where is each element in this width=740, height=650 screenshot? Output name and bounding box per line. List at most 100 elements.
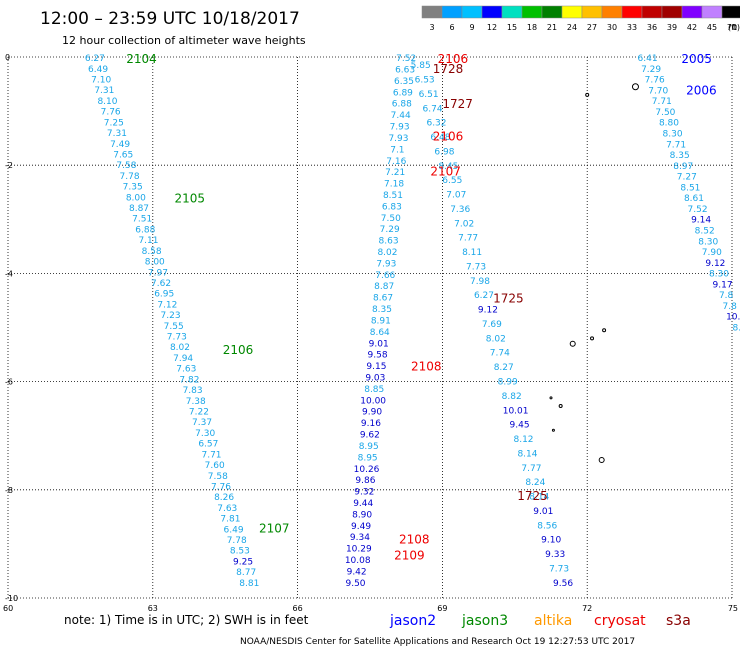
swh-value: 7.74 <box>490 349 510 359</box>
swh-value: 9.12 <box>478 306 498 316</box>
legend-label: 45 <box>707 23 717 32</box>
swh-value: 10.26 <box>354 465 380 475</box>
swh-value: 7.69 <box>482 320 502 330</box>
swh-value: 7.31 <box>107 129 127 139</box>
legend-swatch <box>681 5 703 19</box>
swh-value: 7.27 <box>677 173 697 183</box>
swh-value: 7.30 <box>195 429 215 439</box>
swh-value: 7.94 <box>173 354 193 364</box>
swh-value: 7.76 <box>645 76 665 86</box>
swh-value: 9.15 <box>366 362 386 372</box>
swh-value: 9.56 <box>553 579 573 589</box>
swh-value: 8.02 <box>170 343 190 353</box>
swh-value: 8.91 <box>371 316 391 326</box>
swh-value: 8.45 <box>438 162 458 172</box>
pass-number: 2107 <box>259 522 290 536</box>
swh-value: 10.08 <box>345 556 371 566</box>
legend-swatch <box>701 5 723 19</box>
swh-value: 9.12 <box>705 259 725 269</box>
pass-number: 2106 <box>438 52 469 66</box>
swh-value: 9.58 <box>368 351 388 361</box>
legend-label: 15 <box>507 23 517 32</box>
swh-value: 7.37 <box>192 418 212 428</box>
swh-value: 8.30 <box>698 237 718 247</box>
swh-value: 9.44 <box>353 499 373 509</box>
lon-tick-label: 60 <box>3 604 13 613</box>
swh-value: 8.99 <box>498 378 518 388</box>
swh-value: 9.45 <box>510 421 530 431</box>
swh-value: 6.88 <box>135 225 155 235</box>
island-outline <box>598 457 605 464</box>
legend-label: 39 <box>667 23 677 32</box>
swh-value: 7.70 <box>648 86 668 96</box>
legend-swatch <box>641 5 663 19</box>
swh-value: 8.77 <box>236 568 256 578</box>
swh-value: 7.12 <box>157 300 177 310</box>
map-title: 12:00 – 23:59 UTC 10/18/2017 <box>40 9 300 29</box>
island-outline <box>569 340 576 347</box>
swh-value: 8.63 <box>379 237 399 247</box>
swh-value: 7.18 <box>384 180 404 190</box>
swh-value: 7.90 <box>702 248 722 258</box>
swh-value: 7.21 <box>385 168 405 178</box>
swh-value: 6.51 <box>419 90 439 100</box>
swh-value: 9.33 <box>545 550 565 560</box>
lat-tick-label: -4 <box>5 269 13 278</box>
swh-value: 8.95 <box>358 453 378 463</box>
legend-label: 3 <box>429 23 434 32</box>
swh-value: 6.83 <box>382 202 402 212</box>
swh-value: 7.44 <box>391 111 411 121</box>
swh-value: 7.35 <box>123 183 143 193</box>
pass-number: 2006 <box>686 83 717 97</box>
swh-value: 8.35 <box>670 151 690 161</box>
pass-number: 2105 <box>175 192 206 206</box>
legend-label: 6 <box>449 23 454 32</box>
pass-number: 1725 <box>493 292 524 306</box>
swh-value: 7.50 <box>655 108 675 118</box>
legend-label: 12 <box>487 23 497 32</box>
swh-value: 8.82 <box>502 392 522 402</box>
swh-value: 7.38 <box>186 397 206 407</box>
color-legend: 3 6 9 12 15 18 21 24 27 30 33 36 39 42 45 70(ft) <box>421 5 740 32</box>
swh-value: 7.77 <box>521 464 541 474</box>
swh-value: 8.61 <box>684 194 704 204</box>
legend-swatch <box>721 5 740 19</box>
swh-value: 6.55 <box>442 176 462 186</box>
swh-value: 7.23 <box>161 311 181 321</box>
swh-value: 7.02 <box>454 219 474 229</box>
pass-labels: 2104210521062107210617281727210621071725… <box>126 52 716 563</box>
swh-value: 7.49 <box>110 140 130 150</box>
island-outline <box>602 328 607 333</box>
swh-value: 6.63 <box>395 65 415 75</box>
swh-value: 8.53 <box>230 547 250 557</box>
legend-swatch <box>421 5 443 19</box>
swh-value: 7.93 <box>376 259 396 269</box>
swh-value: 7.29 <box>380 225 400 235</box>
swh-value: 7.60 <box>205 461 225 471</box>
swh-value: 8.58 <box>142 247 162 257</box>
swh-value: 8.12 <box>513 435 533 445</box>
swh-value: 6.74 <box>423 104 443 114</box>
swh-value: 9.01 <box>369 339 389 349</box>
swh-value: 6.57 <box>198 440 218 450</box>
swh-value: 9.25 <box>233 557 253 567</box>
pass-number: 2104 <box>126 52 157 66</box>
swh-value: 9.49 <box>351 522 371 532</box>
lat-tick-label: -2 <box>5 161 13 170</box>
swh-value: 7.58 <box>208 472 228 482</box>
swh-value: 7.76 <box>101 108 121 118</box>
swh-value: 7.83 <box>183 386 203 396</box>
legend-swatch <box>541 5 563 19</box>
satellite-tracks: 6.276.497.107.318.107.767.257.317.497.65… <box>85 54 740 589</box>
swh-value: 8.02 <box>486 334 506 344</box>
swh-value: 6.27 <box>85 54 105 64</box>
legend-label: 9 <box>469 23 474 32</box>
lat-tick-label: -6 <box>5 378 13 387</box>
swh-value: 8.81 <box>239 579 259 589</box>
legend-swatch <box>501 5 523 19</box>
pass-number: 1727 <box>442 97 473 111</box>
legend-label: 42 <box>687 23 697 32</box>
swh-value: 6.49 <box>224 525 244 535</box>
swh-value: 7.58 <box>116 161 136 171</box>
